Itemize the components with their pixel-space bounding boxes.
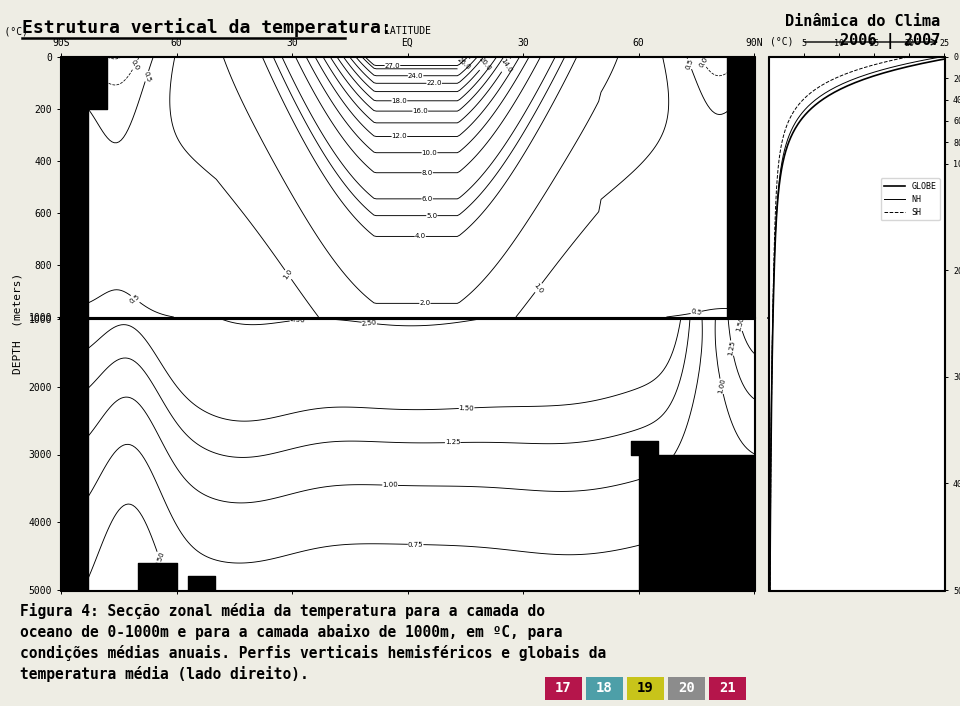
Text: 1.00: 1.00 (717, 378, 726, 395)
Text: 0.0: 0.0 (130, 59, 140, 71)
Bar (768, 56, 945, 591)
Text: temperatura média (lado direito).: temperatura média (lado direito). (20, 666, 309, 682)
Text: (°C): (°C) (770, 37, 794, 47)
Text: 1.25: 1.25 (444, 439, 461, 445)
Bar (627, 677, 664, 700)
Text: 18: 18 (596, 681, 612, 695)
Text: 6.0: 6.0 (421, 196, 433, 202)
Text: 27.0: 27.0 (385, 63, 400, 68)
Text: 2.0: 2.0 (420, 300, 430, 306)
Text: 26.0: 26.0 (456, 56, 471, 71)
Text: 17: 17 (555, 681, 572, 695)
Text: 0.5: 0.5 (684, 58, 694, 71)
Text: Dinâmica do Clima: Dinâmica do Clima (785, 14, 940, 29)
Text: DEPTH  (meters): DEPTH (meters) (13, 273, 23, 374)
Bar (586, 677, 623, 700)
Text: 0.5: 0.5 (690, 309, 702, 316)
Text: 18.0: 18.0 (392, 98, 407, 104)
Text: 4.0: 4.0 (415, 234, 426, 239)
Text: 1.50: 1.50 (459, 405, 474, 412)
Text: 1.50: 1.50 (735, 315, 745, 332)
Text: 12.0: 12.0 (392, 133, 407, 140)
Text: 0.75: 0.75 (408, 542, 423, 548)
Text: condições médias anuais. Perfis verticais hemisféricos e globais da: condições médias anuais. Perfis verticai… (20, 645, 607, 661)
Bar (709, 677, 746, 700)
Text: 16.0: 16.0 (413, 108, 428, 114)
Text: [T] (°C): [T] (°C) (0, 26, 28, 36)
Text: 1.0: 1.0 (282, 268, 294, 281)
Text: 2.50: 2.50 (361, 319, 377, 327)
Text: 21: 21 (719, 681, 736, 695)
X-axis label: LATITUDE: LATITUDE (384, 26, 431, 36)
Text: oceano de 0-1000m e para a camada abaixo de 1000m, em ºC, para: oceano de 0-1000m e para a camada abaixo… (20, 624, 563, 640)
Text: 10.0: 10.0 (421, 150, 438, 156)
Text: 20.0: 20.0 (477, 56, 492, 72)
Text: 8.0: 8.0 (421, 169, 433, 176)
Text: 19: 19 (637, 681, 654, 695)
Text: 22.0: 22.0 (426, 80, 442, 86)
Text: 1.00: 1.00 (382, 482, 398, 489)
Text: 2006 | 2007: 2006 | 2007 (840, 33, 940, 49)
Text: 2.50: 2.50 (289, 316, 305, 324)
Text: 0.0: 0.0 (698, 56, 708, 68)
Legend: GLOBE, NH, SH: GLOBE, NH, SH (880, 179, 940, 220)
Bar (60, 56, 755, 591)
Bar (545, 677, 582, 700)
Text: 1.25: 1.25 (728, 340, 736, 357)
Text: 0.50: 0.50 (155, 551, 165, 568)
Text: 1.0: 1.0 (533, 282, 544, 294)
Bar (668, 677, 705, 700)
Text: 0.5: 0.5 (129, 293, 141, 305)
Text: 5.0: 5.0 (426, 213, 438, 219)
Text: Estrutura vertical da temperatura:: Estrutura vertical da temperatura: (22, 18, 392, 37)
Text: 24.0: 24.0 (408, 73, 423, 79)
Text: 0.5: 0.5 (142, 70, 152, 83)
Text: 20: 20 (678, 681, 695, 695)
Text: 14.0: 14.0 (499, 57, 513, 73)
Text: Figura 4: Secção zonal média da temperatura para a camada do: Figura 4: Secção zonal média da temperat… (20, 603, 545, 619)
